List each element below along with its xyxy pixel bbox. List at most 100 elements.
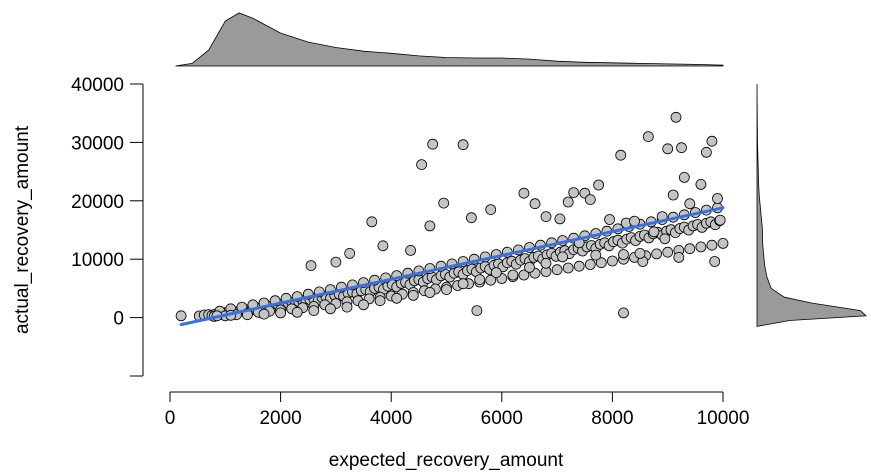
data-point	[471, 305, 483, 317]
data-point	[330, 256, 342, 268]
data-point	[291, 306, 303, 318]
data-point	[678, 171, 690, 183]
x-tick-label: 8000	[591, 408, 633, 429]
data-point	[424, 220, 436, 232]
data-point	[366, 216, 378, 228]
data-point	[684, 243, 696, 255]
data-point	[562, 196, 574, 208]
data-point	[695, 241, 707, 253]
y-tick-label: 20000	[71, 192, 124, 213]
data-point	[344, 247, 356, 259]
data-point	[441, 284, 452, 296]
data-point	[618, 307, 629, 319]
data-point	[275, 307, 287, 319]
data-point	[709, 256, 721, 267]
data-point	[673, 251, 685, 263]
data-point	[465, 212, 477, 224]
data-point	[573, 260, 585, 272]
x-tick-label: 10000	[697, 408, 750, 429]
data-point	[670, 111, 682, 123]
data-point	[529, 198, 541, 210]
data-point	[485, 204, 497, 216]
data-point	[518, 187, 530, 199]
data-point	[374, 295, 386, 307]
top-density-panel	[175, 12, 724, 67]
data-point	[684, 198, 696, 210]
data-point	[507, 269, 519, 281]
data-point	[308, 305, 320, 317]
data-point	[667, 189, 679, 201]
data-point	[568, 187, 580, 199]
data-point	[377, 240, 389, 252]
x-tick-label: 0	[165, 408, 176, 429]
data-point	[618, 249, 629, 260]
data-point	[341, 301, 353, 313]
data-point	[438, 197, 450, 209]
data-point	[424, 287, 436, 298]
x-axis-title: expected_recovery_amount	[329, 450, 564, 471]
data-point	[615, 149, 627, 161]
data-point	[557, 251, 568, 263]
data-point	[712, 193, 723, 204]
data-point	[358, 299, 369, 311]
y-axis-title: actual_recovery_amount	[12, 125, 33, 334]
data-point	[717, 237, 729, 249]
data-point	[551, 264, 563, 276]
data-point	[659, 233, 671, 245]
data-point	[485, 274, 497, 286]
y-marginal-density	[756, 83, 867, 327]
x-tick-label: 4000	[370, 408, 412, 429]
regression-line	[179, 206, 725, 327]
y-tick-label: 40000	[71, 75, 124, 96]
data-point	[634, 247, 646, 259]
data-point	[405, 244, 417, 256]
data-point	[695, 178, 707, 190]
data-point	[524, 261, 535, 273]
data-point	[457, 139, 469, 151]
data-point	[642, 131, 654, 143]
data-point	[407, 289, 419, 301]
data-point	[706, 239, 718, 251]
data-point	[651, 248, 662, 260]
y-axis-ticks: 0 10000 20000 30000 40000	[71, 75, 143, 377]
y-tick-label: 10000	[71, 250, 124, 271]
data-point	[701, 146, 712, 158]
data-point	[607, 255, 618, 267]
data-point	[474, 274, 486, 286]
data-point	[714, 214, 726, 226]
data-point	[416, 159, 428, 171]
data-point	[584, 259, 596, 270]
data-point	[427, 138, 439, 150]
data-point	[590, 249, 602, 261]
points-layer	[175, 111, 729, 322]
data-point	[584, 194, 596, 206]
data-point	[518, 269, 530, 281]
x-axis-ticks: 0 2000 4000 6000 8000 10000	[165, 392, 750, 429]
data-point	[562, 262, 574, 274]
data-point	[258, 308, 270, 320]
data-point	[595, 257, 607, 269]
data-point	[604, 214, 615, 225]
x-tick-label: 6000	[481, 408, 523, 429]
data-point	[175, 310, 187, 322]
data-point	[676, 142, 687, 154]
data-point	[662, 246, 674, 258]
data-point	[457, 278, 469, 290]
y-tick-label: 30000	[71, 133, 124, 154]
data-point	[662, 143, 674, 155]
data-point	[593, 179, 604, 191]
data-point	[490, 267, 502, 279]
x-tick-label: 2000	[259, 408, 301, 429]
y-tick-label: 0	[113, 309, 124, 330]
x-marginal-density	[175, 12, 724, 67]
data-point	[391, 292, 403, 304]
data-point	[540, 211, 552, 223]
data-point	[540, 257, 552, 269]
data-point	[648, 226, 660, 238]
data-point	[554, 213, 566, 225]
data-point	[706, 135, 718, 147]
data-point	[324, 303, 336, 315]
right-density-panel	[756, 83, 867, 327]
data-point	[305, 260, 317, 272]
